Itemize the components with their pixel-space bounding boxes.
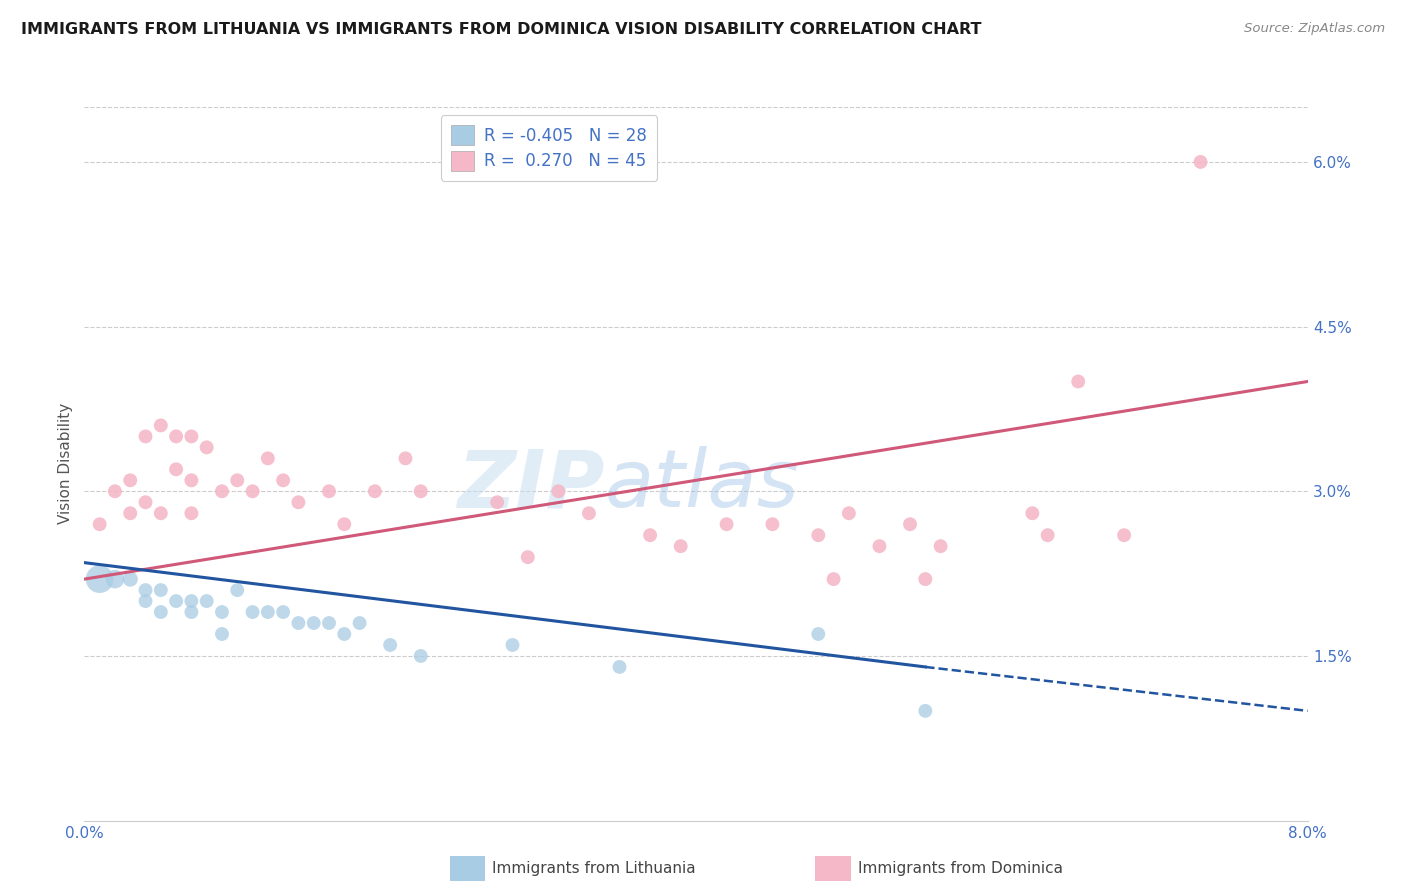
Point (1114, 528, 1136, 542)
Point (271, 605, 294, 619)
Point (638, 528, 661, 542)
Point (120, 473, 142, 487)
Point (318, 484, 340, 499)
Point (1036, 528, 1059, 542)
Point (287, 615, 309, 630)
Point (394, 451, 416, 466)
Point (302, 615, 325, 630)
Point (149, 506, 172, 520)
Point (869, 539, 891, 553)
Point (914, 704, 936, 718)
Point (409, 648, 432, 663)
Point (333, 627, 356, 641)
Point (135, 594, 157, 608)
Point (195, 441, 218, 455)
Point (838, 506, 860, 520)
Point (211, 627, 233, 641)
Point (135, 583, 157, 598)
Point (180, 429, 202, 443)
Point (257, 451, 280, 466)
Text: atlas: atlas (605, 446, 799, 524)
Point (120, 506, 142, 520)
Point (211, 605, 233, 619)
Point (914, 572, 936, 586)
Point (195, 594, 218, 608)
Point (149, 418, 172, 433)
Point (242, 484, 264, 499)
Point (180, 506, 202, 520)
Point (257, 605, 280, 619)
Text: Source: ZipAtlas.com: Source: ZipAtlas.com (1244, 22, 1385, 36)
Point (89, 517, 111, 532)
Point (486, 495, 509, 509)
Legend: R = -0.405   N = 28, R =  0.270   N = 45: R = -0.405 N = 28, R = 0.270 N = 45 (441, 115, 657, 180)
Point (226, 473, 249, 487)
Point (287, 495, 309, 509)
Point (180, 473, 202, 487)
Text: ZIP: ZIP (457, 446, 605, 524)
Point (609, 660, 631, 674)
Point (807, 528, 830, 542)
Text: IMMIGRANTS FROM LITHUANIA VS IMMIGRANTS FROM DOMINICA VISION DISABILITY CORRELAT: IMMIGRANTS FROM LITHUANIA VS IMMIGRANTS … (21, 22, 981, 37)
Text: Immigrants from Lithuania: Immigrants from Lithuania (492, 862, 696, 876)
Point (135, 429, 157, 443)
Point (165, 594, 187, 608)
Point (149, 583, 172, 598)
Point (318, 615, 340, 630)
Point (929, 539, 952, 553)
Y-axis label: Vision Disability: Vision Disability (58, 403, 73, 524)
Point (89, 572, 111, 586)
Point (211, 484, 233, 499)
Point (1189, 155, 1212, 169)
Point (349, 615, 371, 630)
Point (149, 605, 172, 619)
Text: Immigrants from Dominica: Immigrants from Dominica (858, 862, 1063, 876)
Point (716, 517, 738, 532)
Point (516, 550, 538, 565)
Point (1067, 375, 1090, 389)
Point (547, 484, 569, 499)
Point (104, 484, 127, 499)
Point (1021, 506, 1043, 520)
Point (364, 484, 387, 499)
Point (761, 517, 783, 532)
Point (180, 594, 202, 608)
Point (180, 605, 202, 619)
Point (502, 638, 524, 652)
Point (898, 517, 921, 532)
Point (333, 517, 356, 532)
Point (226, 583, 249, 598)
Point (104, 572, 127, 586)
Point (120, 572, 142, 586)
Point (165, 462, 187, 476)
Point (578, 506, 600, 520)
Point (135, 495, 157, 509)
Point (823, 572, 845, 586)
Point (165, 429, 187, 443)
Point (807, 627, 830, 641)
Point (271, 473, 294, 487)
Point (669, 539, 692, 553)
Point (380, 638, 402, 652)
Point (409, 484, 432, 499)
Point (242, 605, 264, 619)
